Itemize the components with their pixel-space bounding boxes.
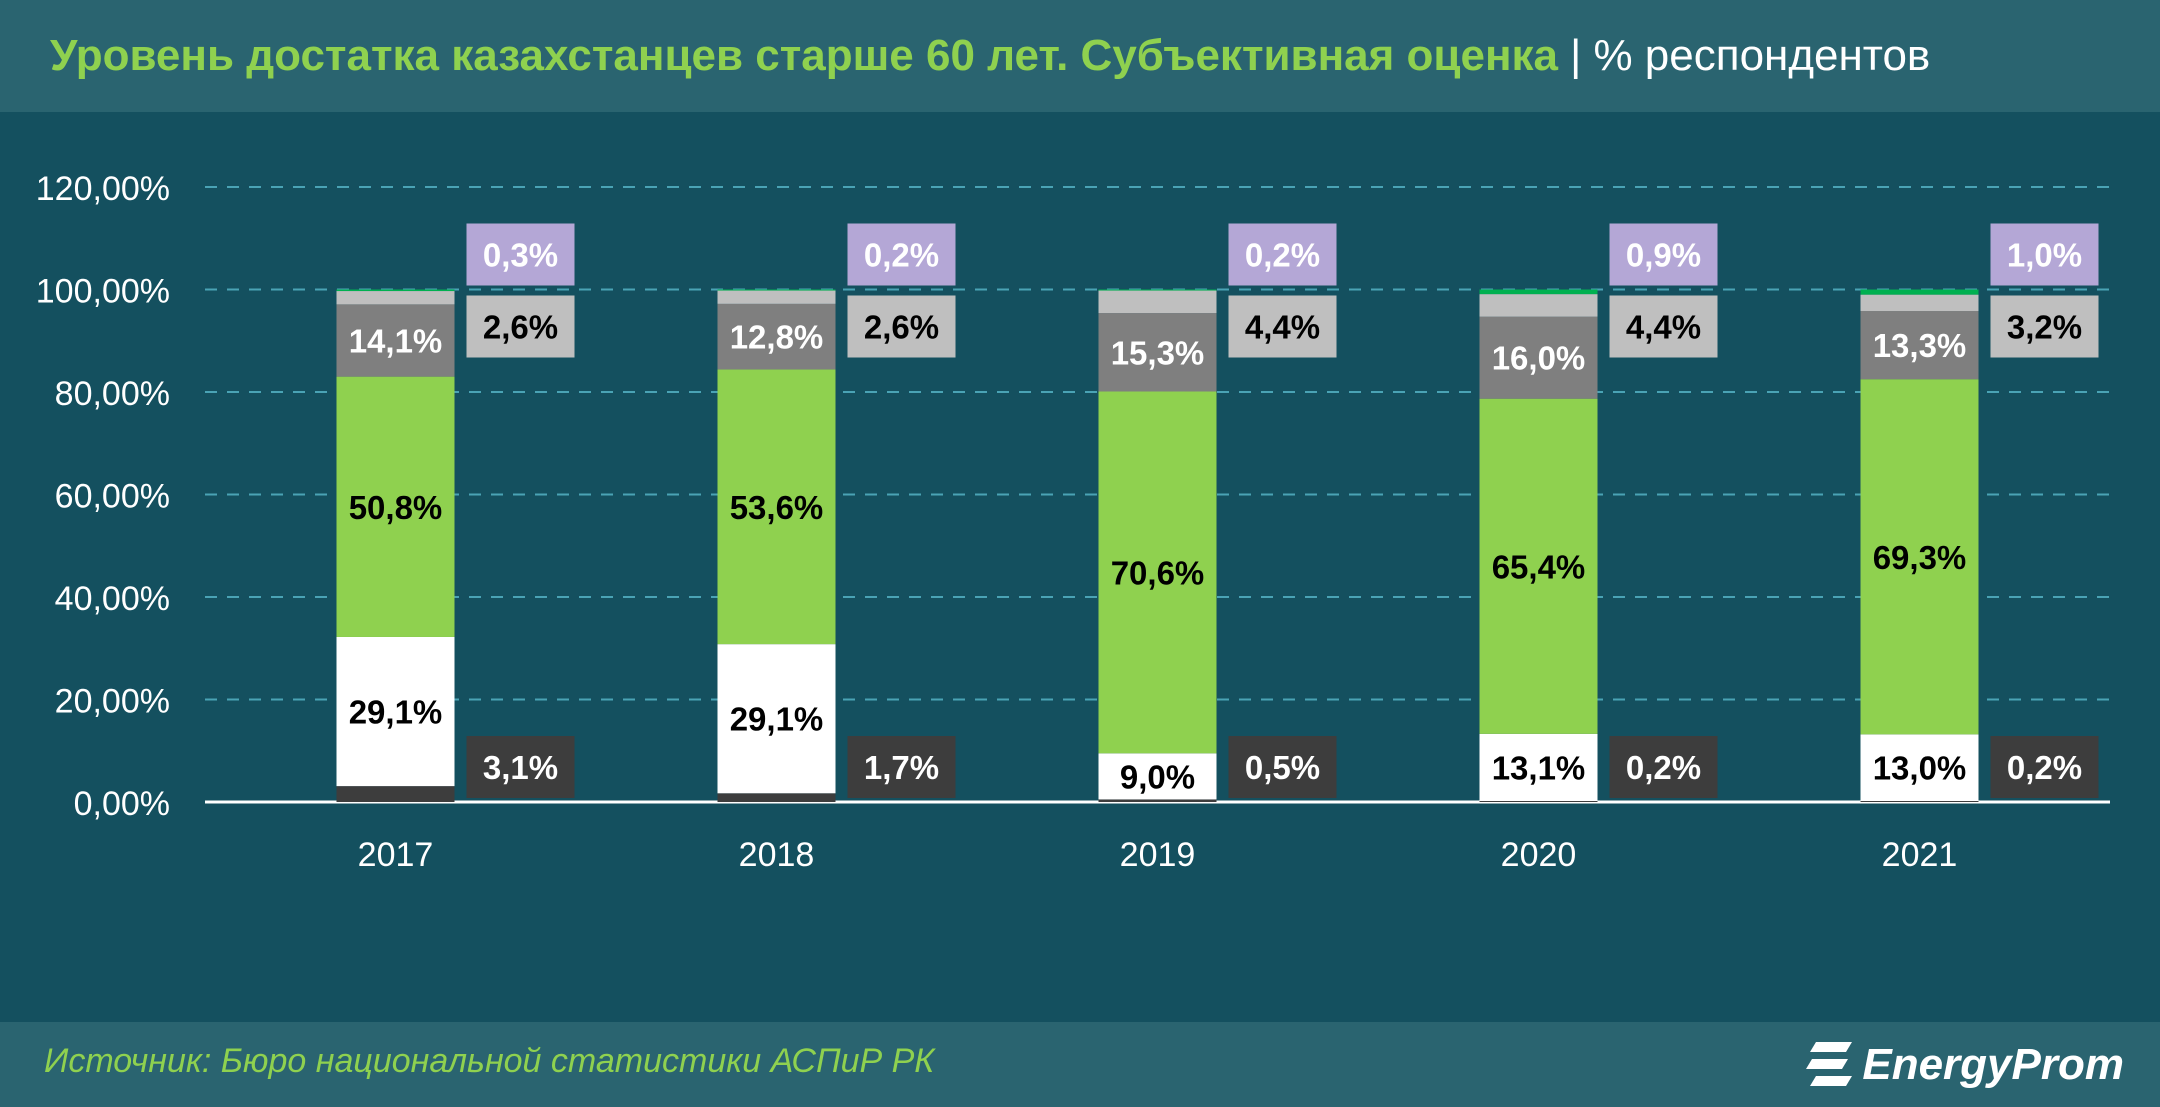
bar-segment (336, 289, 455, 292)
callout-label: 0,2% (1245, 237, 1320, 274)
energyprom-logo: EnergyProm (1806, 1036, 2124, 1094)
bar-segment (1479, 316, 1598, 399)
logo-text: EnergyProm (1862, 1040, 2124, 1089)
callout-box (1228, 295, 1337, 358)
data-label: 14,1% (349, 322, 443, 359)
callout-box (1609, 295, 1718, 358)
y-tick-label: 120,00% (36, 170, 170, 208)
stacked-bar-chart: 0,00% 20,00% 40,00% 60,00% 80,00% 100,00% 120,… (36, 170, 2110, 874)
data-label: 13,0% (1873, 750, 1967, 787)
callout-label: 2,6% (483, 309, 558, 346)
x-tick-label: 2019 (1120, 836, 1196, 874)
callout-label: 3,1% (483, 749, 558, 786)
plot-area: 0,00% 20,00% 40,00% 60,00% 80,00% 100,00% 120,… (0, 112, 2160, 1087)
bar-segment (1098, 289, 1217, 291)
callout-box (1228, 223, 1337, 286)
footer: Источник: Бюро национальной статистики А… (0, 1022, 2160, 1107)
bar-segment (1098, 290, 1217, 314)
bar-segment (717, 644, 836, 794)
data-label: 13,1% (1492, 749, 1586, 786)
callout-label: 3,2% (2007, 309, 2082, 346)
bar-segment (336, 376, 455, 637)
bar-segment (717, 290, 836, 304)
callout-box (1990, 736, 2099, 798)
data-label: 29,1% (730, 701, 824, 738)
bar-segment (1098, 313, 1217, 392)
callout-box (466, 736, 575, 798)
data-label: 69,3% (1873, 539, 1967, 576)
x-tick-label: 2020 (1501, 836, 1577, 874)
callout-label: 0,2% (2007, 749, 2082, 786)
y-tick-label: 80,00% (55, 375, 170, 413)
bar-segment (1479, 733, 1598, 801)
bar-segment (1860, 311, 1979, 380)
callout-label: 0,3% (483, 237, 558, 274)
bar-segment (1479, 398, 1598, 734)
bar-segment (1479, 289, 1598, 295)
bar-segment (1098, 753, 1217, 800)
data-label: 65,4% (1492, 548, 1586, 585)
y-tick-label: 60,00% (55, 478, 170, 516)
bar-segment (717, 369, 836, 645)
data-label: 16,0% (1492, 340, 1586, 377)
logo-stripes-icon (1806, 1042, 1853, 1086)
bar-segment (1860, 294, 1979, 312)
callout-label: 0,2% (864, 237, 939, 274)
callout-box (847, 295, 956, 358)
bar-segment (336, 786, 455, 802)
data-label: 50,8% (349, 489, 443, 526)
bar-segment (336, 636, 455, 787)
bar-segment (1860, 734, 1979, 801)
source-note: Источник: Бюро национальной статистики А… (44, 1042, 935, 1080)
bar-segment (336, 291, 455, 305)
bar-segment (1860, 289, 1979, 295)
data-label: 15,3% (1111, 334, 1205, 371)
x-tick-label: 2017 (358, 836, 434, 874)
x-tick-label: 2018 (739, 836, 815, 874)
callout-box (1990, 223, 2099, 286)
callout-label: 0,9% (1626, 237, 1701, 274)
bar-segment (717, 793, 836, 802)
bar-segment (717, 303, 836, 370)
callout-label: 0,2% (1626, 749, 1701, 786)
callout-box (466, 295, 575, 358)
callout-box (1609, 736, 1718, 798)
callout-label: 1,0% (2007, 237, 2082, 274)
bar-segment (1860, 379, 1979, 735)
callout-label: 0,5% (1245, 749, 1320, 786)
callout-label: 4,4% (1245, 309, 1320, 346)
data-label: 53,6% (730, 489, 824, 526)
data-label: 29,1% (349, 694, 443, 731)
callout-label: 1,7% (864, 749, 939, 786)
callout-label: 4,4% (1626, 309, 1701, 346)
bar-segment (336, 304, 455, 377)
y-tick-label: 20,00% (55, 683, 170, 721)
y-tick-label: 40,00% (55, 580, 170, 618)
y-tick-label: 0,00% (74, 785, 170, 823)
callout-box (1228, 736, 1337, 798)
data-label: 12,8% (730, 319, 824, 356)
bar-segment (717, 289, 836, 291)
callout-box (1609, 223, 1718, 286)
x-tick-label: 2021 (1882, 836, 1958, 874)
chart-header: Уровень достатка казахстанцев старше 60 … (0, 0, 2160, 112)
callout-box (1990, 295, 2099, 358)
callout-label: 2,6% (864, 309, 939, 346)
callout-box (847, 223, 956, 286)
bar-segment (1098, 391, 1217, 754)
bar-segment (1479, 800, 1598, 802)
data-label: 9,0% (1120, 758, 1195, 795)
bar-segment (1098, 799, 1217, 802)
chart-title: Уровень достатка казахстанцев старше 60 … (50, 31, 1559, 80)
bar-segment (1479, 294, 1598, 317)
chart-subtitle: % респондентов (1593, 31, 1931, 80)
data-label: 70,6% (1111, 554, 1205, 591)
callout-box (847, 736, 956, 798)
chart-title-line: Уровень достатка казахстанцев старше 60 … (50, 31, 1930, 81)
y-tick-label: 100,00% (36, 273, 170, 311)
data-label: 13,3% (1873, 327, 1967, 364)
callout-box (466, 223, 575, 286)
bar-segment (1860, 800, 1979, 802)
title-separator: | (1570, 31, 1582, 80)
